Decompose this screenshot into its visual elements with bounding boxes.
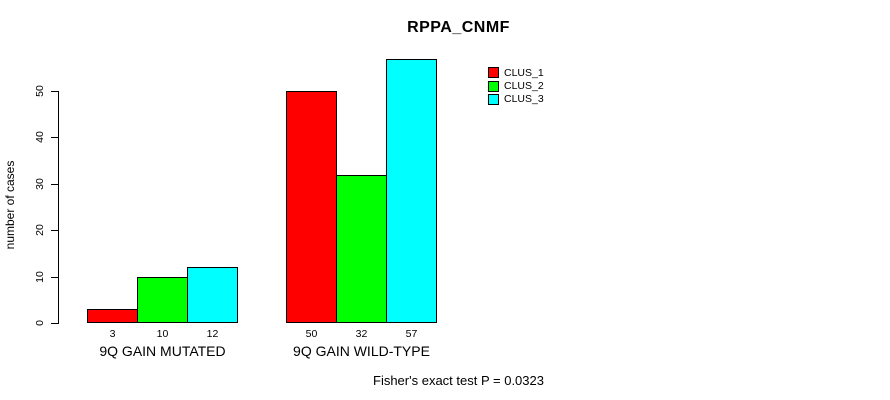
y-axis-line [58,91,59,324]
y-tick-mark [51,323,58,324]
y-tick-mark [51,137,58,138]
bar-value-label: 57 [405,328,418,340]
bar-clus_2-group1 [137,277,188,323]
legend: CLUS_1 CLUS_2 CLUS_3 [488,66,544,106]
category-label-group2: 9Q GAIN WILD-TYPE [293,343,430,359]
y-tick-label: 30 [34,178,46,190]
legend-swatch-icon [488,67,499,79]
bar-value-label: 50 [305,328,318,340]
bar-clus_3-group1 [187,267,238,323]
bar-clus_1-group2 [286,91,337,323]
legend-label: CLUS_2 [504,80,544,93]
bar-clus_2-group2 [336,175,387,323]
legend-swatch-icon [488,93,499,105]
legend-label: CLUS_1 [504,66,544,79]
chart-title: RPPA_CNMF [407,19,510,36]
bar-value-label: 3 [109,328,116,340]
y-axis-label: number of cases [3,160,17,250]
y-tick-label: 0 [34,320,46,326]
y-tick-mark [51,230,58,231]
bar-clus_1-group1 [87,309,138,323]
legend-row-clus_3: CLUS_3 [488,93,544,106]
y-tick-mark [51,91,58,92]
legend-row-clus_1: CLUS_1 [488,66,544,79]
y-tick-label: 10 [34,271,46,283]
bar-value-label: 10 [156,328,169,340]
bar-clus_3-group2 [386,59,437,323]
bar-value-label: 12 [206,328,219,340]
y-tick-mark [51,184,58,185]
bar-value-label: 32 [355,328,368,340]
annotation-text: Fisher's exact test P = 0.0323 [373,373,544,388]
legend-swatch-icon [488,80,499,92]
y-tick-label: 50 [34,85,46,97]
legend-label: CLUS_3 [504,93,544,106]
y-tick-label: 40 [34,131,46,143]
y-tick-mark [51,277,58,278]
legend-row-clus_2: CLUS_2 [488,79,544,92]
category-label-group1: 9Q GAIN MUTATED [99,343,226,359]
y-tick-label: 20 [34,224,46,236]
